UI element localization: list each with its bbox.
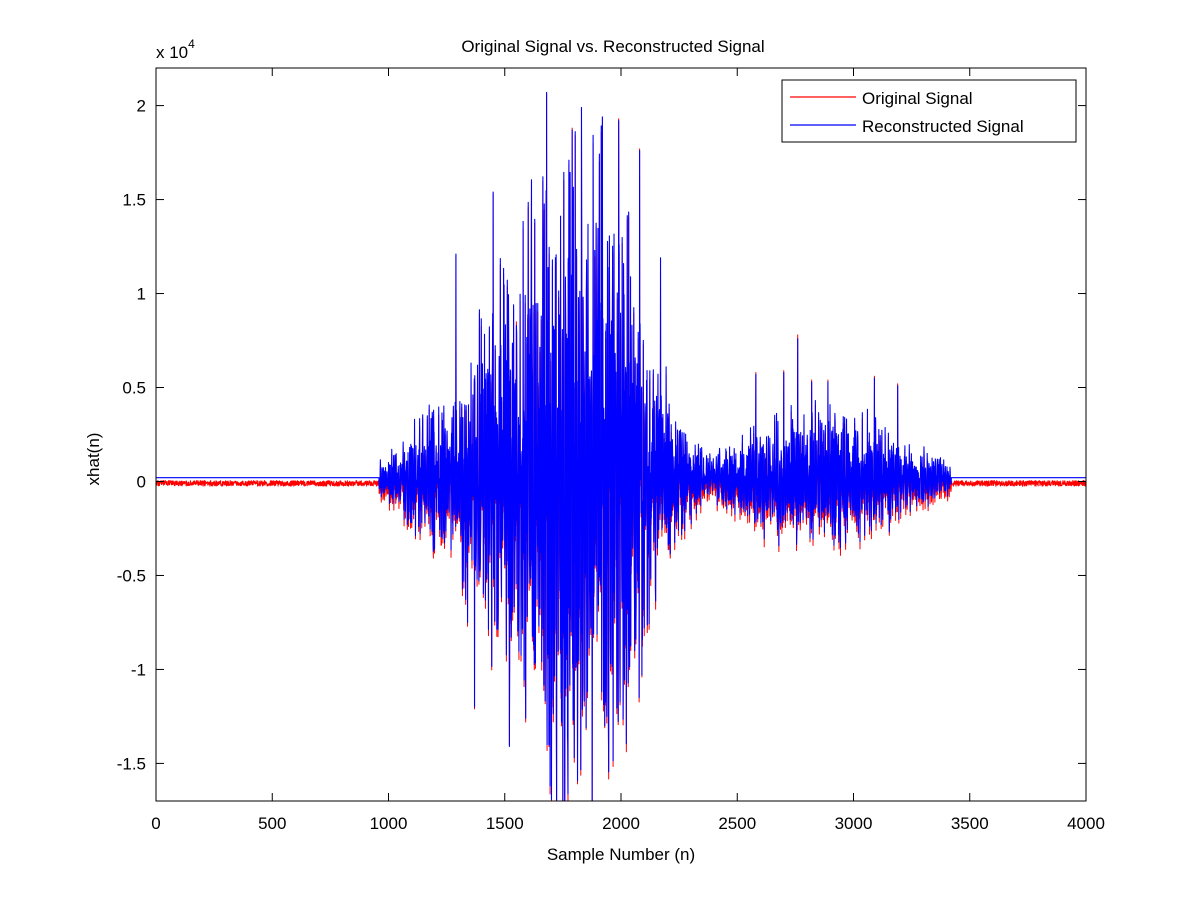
y-tick-label: -0.5 — [117, 566, 146, 585]
x-tick-label: 3000 — [835, 814, 873, 833]
legend-label-original: Original Signal — [862, 89, 973, 108]
x-tick-label: 4000 — [1067, 814, 1105, 833]
x-tick-label: 0 — [151, 814, 160, 833]
legend: Original Signal Reconstructed Signal — [781, 79, 1077, 143]
y-multiplier-label: x 104 — [156, 37, 195, 62]
x-axis: 0 500 1000 1500 2000 2500 3000 3500 4000 — [151, 68, 1105, 833]
y-tick-label: 1 — [137, 285, 146, 304]
y-axis: -1.5 -1 -0.5 0 0.5 1 1.5 2 — [117, 97, 1086, 773]
x-tick-label: 500 — [258, 814, 286, 833]
x-tick-label: 2000 — [602, 814, 640, 833]
series-layer — [156, 91, 1086, 801]
x-tick-label: 3500 — [951, 814, 989, 833]
series-line-reconstructed — [156, 91, 1086, 801]
y-axis-label: xhat(n) — [84, 433, 103, 486]
x-tick-label: 2500 — [718, 814, 756, 833]
y-multiplier-base: x 10 — [156, 43, 188, 62]
y-tick-label: 0.5 — [122, 379, 146, 398]
x-tick-label: 1500 — [486, 814, 524, 833]
y-tick-label: 0 — [137, 472, 146, 491]
legend-box — [781, 79, 1077, 143]
y-tick-label: 1.5 — [122, 191, 146, 210]
y-multiplier-exponent: 4 — [188, 37, 195, 51]
y-tick-label: -1 — [131, 660, 146, 679]
x-axis-label: Sample Number (n) — [547, 845, 695, 864]
legend-label-reconstructed: Reconstructed Signal — [862, 117, 1024, 136]
y-tick-label: -1.5 — [117, 754, 146, 773]
y-tick-label: 2 — [137, 97, 146, 116]
x-tick-label: 1000 — [370, 814, 408, 833]
chart-title: Original Signal vs. Reconstructed Signal — [461, 37, 764, 56]
